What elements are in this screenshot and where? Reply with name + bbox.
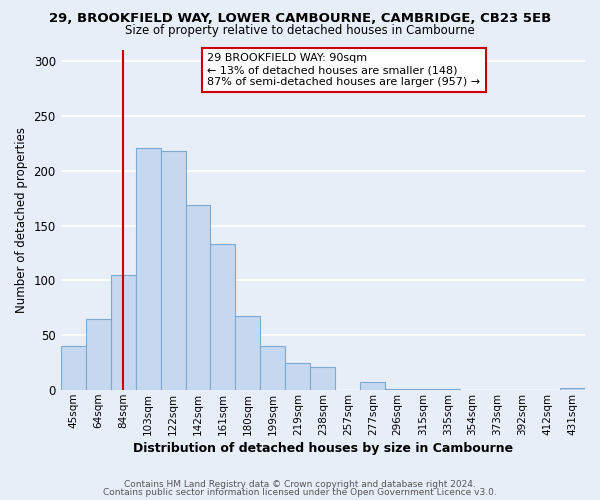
Bar [385, 389, 410, 390]
Bar [435, 389, 460, 390]
Text: 29, BROOKFIELD WAY, LOWER CAMBOURNE, CAMBRIDGE, CB23 5EB: 29, BROOKFIELD WAY, LOWER CAMBOURNE, CAM… [49, 12, 551, 26]
Bar [86, 319, 110, 390]
Bar [560, 388, 585, 390]
Bar [260, 346, 286, 390]
Bar [310, 367, 335, 390]
Bar [161, 151, 185, 390]
Bar [110, 275, 136, 390]
Y-axis label: Number of detached properties: Number of detached properties [15, 127, 28, 313]
Bar [235, 316, 260, 390]
Bar [136, 148, 161, 390]
Bar [61, 346, 86, 390]
Text: Size of property relative to detached houses in Cambourne: Size of property relative to detached ho… [125, 24, 475, 37]
X-axis label: Distribution of detached houses by size in Cambourne: Distribution of detached houses by size … [133, 442, 513, 455]
Text: 29 BROOKFIELD WAY: 90sqm
← 13% of detached houses are smaller (148)
87% of semi-: 29 BROOKFIELD WAY: 90sqm ← 13% of detach… [208, 54, 481, 86]
Bar [286, 362, 310, 390]
Bar [211, 244, 235, 390]
Bar [410, 389, 435, 390]
Bar [360, 382, 385, 390]
Bar [185, 204, 211, 390]
Text: Contains HM Land Registry data © Crown copyright and database right 2024.: Contains HM Land Registry data © Crown c… [124, 480, 476, 489]
Text: Contains public sector information licensed under the Open Government Licence v3: Contains public sector information licen… [103, 488, 497, 497]
